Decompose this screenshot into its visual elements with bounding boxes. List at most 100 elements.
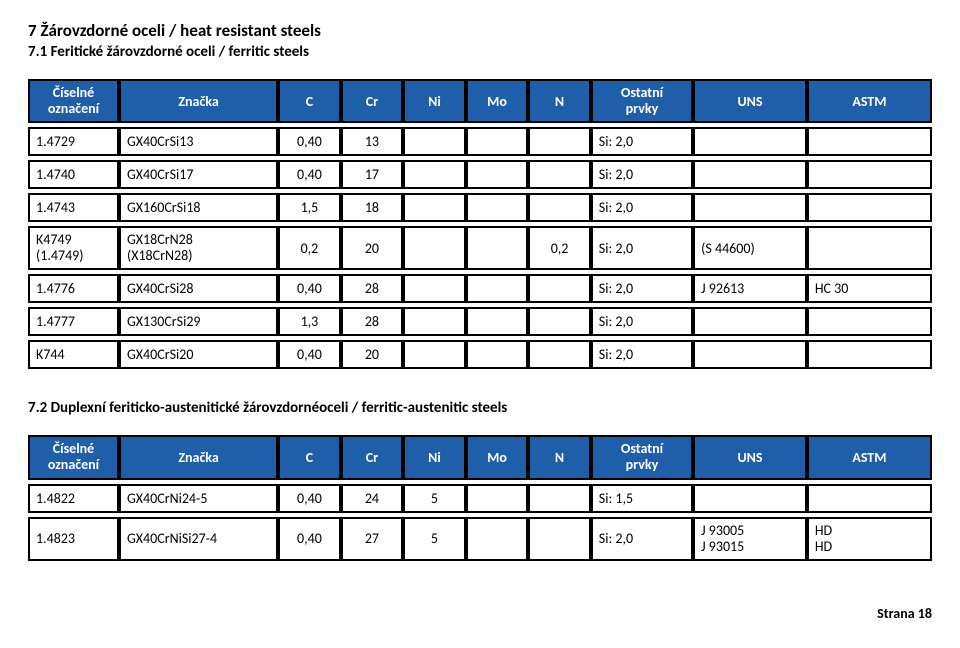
col-header-brand: Značka (119, 435, 278, 479)
table-cell: Si: 2,0 (591, 193, 693, 222)
col-header-c: C (278, 435, 341, 479)
table-cell (403, 274, 466, 303)
table-cell: 0,40 (278, 274, 341, 303)
table-row: 1.4740GX40CrSi170,4017Si: 2,0 (28, 160, 932, 189)
col-header-cr: Cr (341, 79, 404, 123)
table-cell (693, 307, 807, 336)
table-cell (528, 160, 591, 189)
table-cell (403, 307, 466, 336)
table-cell: 1,3 (278, 307, 341, 336)
page-footer: Strana 18 (28, 605, 932, 622)
table-cell: 1.4729 (28, 127, 119, 156)
table-cell: 1.4776 (28, 274, 119, 303)
col-header-cr: Cr (341, 435, 404, 479)
table-cell: HDHD (807, 517, 932, 561)
table-cell (466, 274, 529, 303)
table-cell (693, 193, 807, 222)
table-row: 1.4729GX40CrSi130,4013Si: 2,0 (28, 127, 932, 156)
table-cell: 28 (341, 307, 404, 336)
table-cell: 1.4822 (28, 484, 119, 513)
table-cell (528, 127, 591, 156)
col-header-other: Ostatní prvky (591, 79, 693, 123)
table-header-row: Číselné označení Značka C Cr Ni Mo N Ost… (28, 435, 932, 479)
table-cell: 0,2 (278, 226, 341, 270)
table-row: 1.4743GX160CrSi181,518Si: 2,0 (28, 193, 932, 222)
col-header-other: Ostatní prvky (591, 435, 693, 479)
table-cell: J 93005J 93015 (693, 517, 807, 561)
table-cell: 24 (341, 484, 404, 513)
col-header-astm: ASTM (807, 435, 932, 479)
table-cell (807, 226, 932, 270)
table-cell: (S 44600) (693, 226, 807, 270)
table-cell (528, 340, 591, 369)
table-cell (403, 226, 466, 270)
table-cell (807, 127, 932, 156)
table-cell: 0,40 (278, 484, 341, 513)
table-cell (403, 127, 466, 156)
table-cell: 20 (341, 340, 404, 369)
col-header-n: N (528, 79, 591, 123)
table-cell: Si: 2,0 (591, 226, 693, 270)
table-row: 1.4822GX40CrNi24-50,40245Si: 1,5 (28, 484, 932, 513)
table-cell: K744 (28, 340, 119, 369)
table-cell: 1,5 (278, 193, 341, 222)
table-row: 1.4777GX130CrSi291,328Si: 2,0 (28, 307, 932, 336)
table-cell: HC 30 (807, 274, 932, 303)
table-cell (466, 340, 529, 369)
subsection2-title: 7.2 Duplexní feriticko-austenitické žáro… (28, 399, 932, 417)
table-cell: Si: 2,0 (591, 340, 693, 369)
table-ferritic: Číselné označení Značka C Cr Ni Mo N Ost… (28, 75, 932, 373)
table-cell (403, 193, 466, 222)
table-duplex: Číselné označení Značka C Cr Ni Mo N Ost… (28, 431, 932, 564)
table-cell (403, 160, 466, 189)
table-cell (466, 226, 529, 270)
table-cell (466, 193, 529, 222)
col-header-c: C (278, 79, 341, 123)
table-cell (693, 484, 807, 513)
col-header-mo: Mo (466, 79, 529, 123)
col-header-n: N (528, 435, 591, 479)
table-cell (528, 193, 591, 222)
col-header-uns: UNS (693, 435, 807, 479)
table-cell: 1.4777 (28, 307, 119, 336)
table-cell (693, 340, 807, 369)
table-cell (466, 307, 529, 336)
table-cell: GX40CrNiSi27-4 (119, 517, 278, 561)
section-title: 7 Žárovzdorné oceli / heat resistant ste… (28, 20, 932, 41)
col-header-ni: Ni (403, 79, 466, 123)
table-cell: Si: 2,0 (591, 160, 693, 189)
table-cell (528, 484, 591, 513)
col-header-brand: Značka (119, 79, 278, 123)
table-cell: 13 (341, 127, 404, 156)
table-cell: GX40CrNi24-5 (119, 484, 278, 513)
table-cell (693, 127, 807, 156)
table-cell: GX40CrSi20 (119, 340, 278, 369)
table-cell: 17 (341, 160, 404, 189)
table-cell: 0,40 (278, 517, 341, 561)
table-cell: 1.4740 (28, 160, 119, 189)
table-cell (466, 127, 529, 156)
table-cell: J 92613 (693, 274, 807, 303)
table-cell (528, 274, 591, 303)
table-cell: 0,2 (528, 226, 591, 270)
table-cell: 5 (403, 517, 466, 561)
table-cell (807, 193, 932, 222)
table-cell: 27 (341, 517, 404, 561)
table-cell: GX130CrSi29 (119, 307, 278, 336)
table-cell (466, 160, 529, 189)
col-header-number: Číselné označení (28, 79, 119, 123)
table-cell (807, 307, 932, 336)
table-cell: GX40CrSi28 (119, 274, 278, 303)
table-cell (807, 160, 932, 189)
subsection-title: 7.1 Feritické žárovzdorné oceli / ferrit… (28, 43, 932, 61)
table-cell: GX18CrN28(X18CrN28) (119, 226, 278, 270)
col-header-mo: Mo (466, 435, 529, 479)
col-header-astm: ASTM (807, 79, 932, 123)
table-cell (466, 484, 529, 513)
table-cell (807, 340, 932, 369)
table-cell: K4749(1.4749) (28, 226, 119, 270)
table-cell: 0,40 (278, 127, 341, 156)
table-row: 1.4823GX40CrNiSi27-40,40275Si: 2,0J 9300… (28, 517, 932, 561)
table-cell: GX40CrSi17 (119, 160, 278, 189)
table-cell: 5 (403, 484, 466, 513)
